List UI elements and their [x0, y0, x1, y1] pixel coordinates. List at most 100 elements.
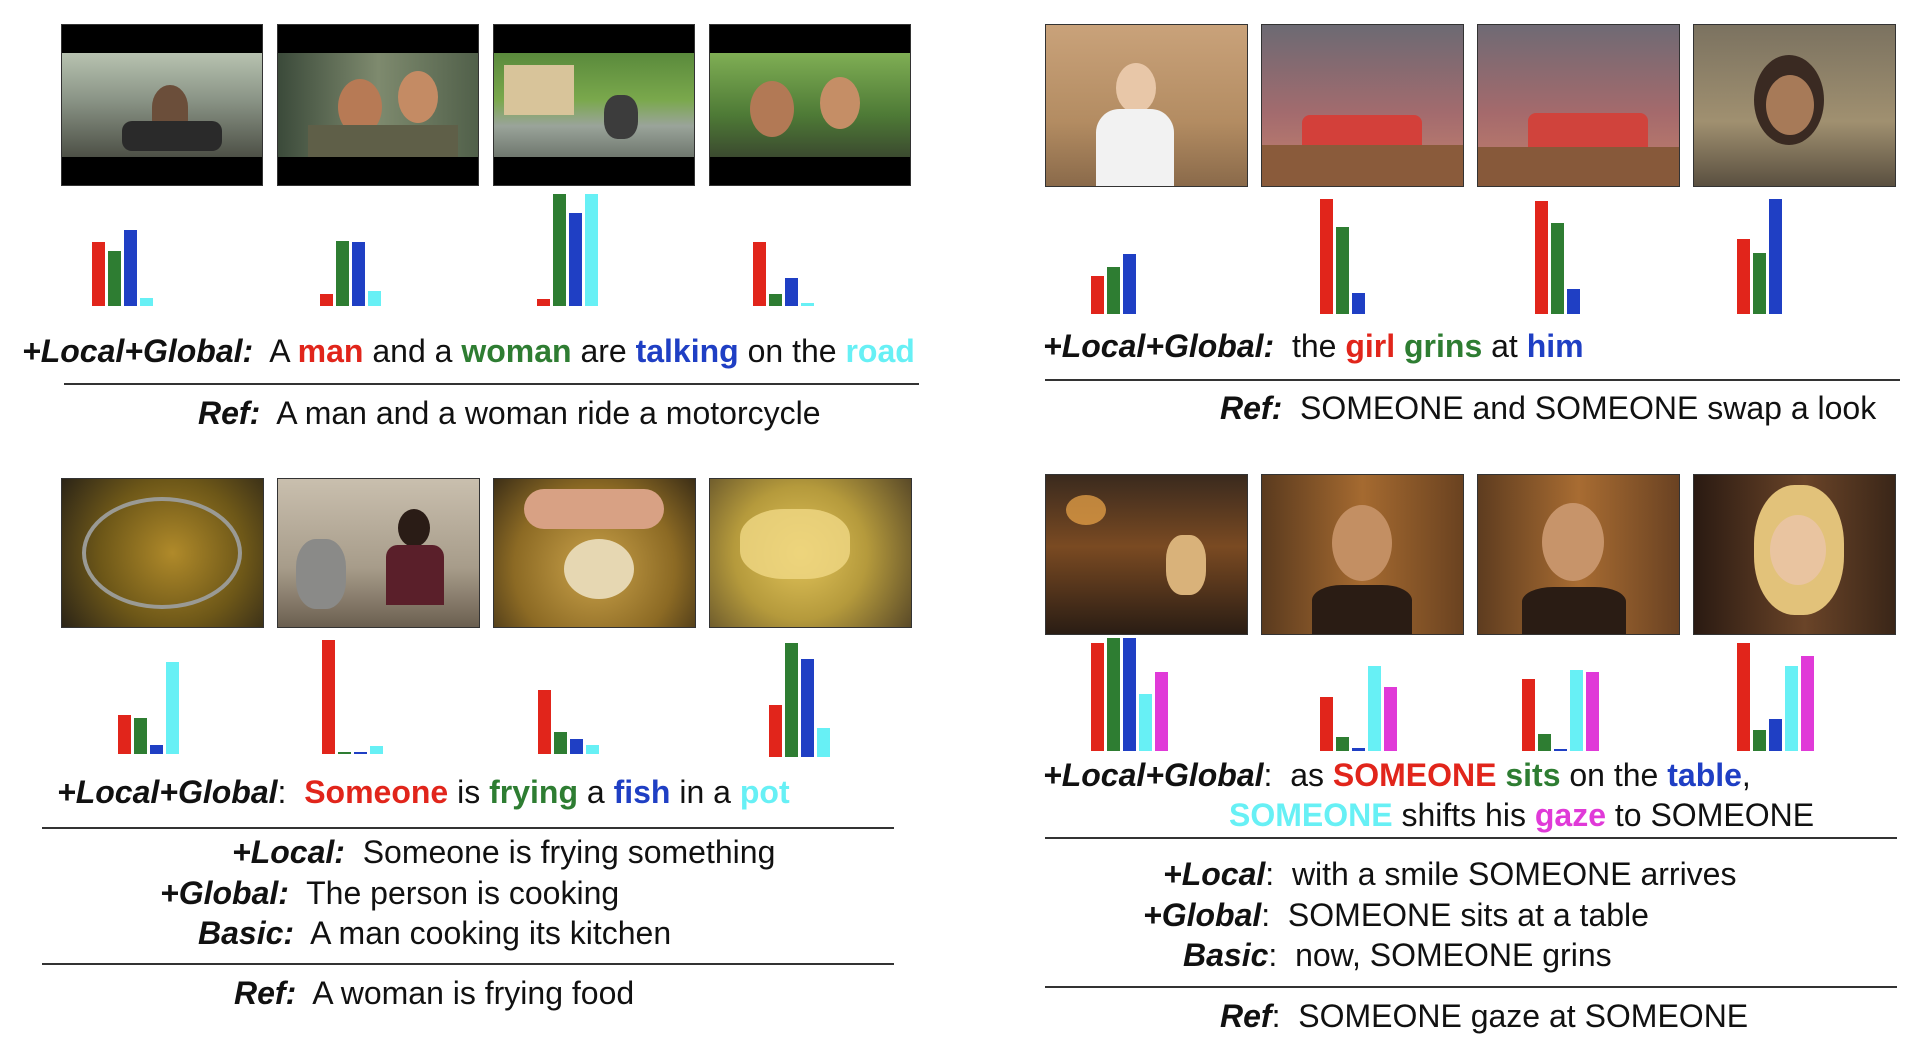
ref-label: Ref:: [234, 975, 297, 1011]
video-frame: [61, 478, 264, 628]
attention-bar-green: [108, 251, 121, 306]
attention-bar-green: [769, 294, 782, 306]
caption-segment: table: [1667, 757, 1742, 793]
divider: [1045, 986, 1897, 988]
attention-bar-red: [118, 715, 131, 754]
attention-bar-green: [1753, 730, 1766, 751]
attention-bar-blue: [801, 659, 814, 757]
caption-label: Basic:: [198, 915, 295, 951]
video-frame: [709, 478, 912, 628]
reference-caption: Ref: A woman is frying food: [234, 975, 634, 1012]
caption-label: +Global: [1143, 897, 1262, 933]
caption-segment: road: [845, 333, 915, 369]
caption-segment: SOMEONE: [1229, 797, 1393, 833]
attention-bar-chart: [1737, 199, 1807, 314]
attention-bar-chart: [1522, 638, 1617, 751]
attention-bar-red: [1320, 697, 1333, 751]
video-frame: [1693, 24, 1896, 187]
attention-bar-chart: [538, 640, 618, 754]
caption-segment: in a: [670, 774, 740, 810]
attention-bar-chart: [1737, 638, 1832, 751]
caption-text: Someone is frying something: [362, 834, 776, 870]
attention-bar-green: [553, 194, 566, 306]
ref-label: Ref:: [198, 395, 261, 431]
video-frame: [1477, 24, 1680, 187]
attention-bar-blue: [569, 213, 582, 306]
video-frame: [1261, 24, 1464, 187]
attention-bar-blue: [1123, 638, 1136, 751]
attention-bar-blue: [1352, 748, 1365, 751]
attention-bar-cyan: [801, 303, 814, 306]
attention-bar-green: [1107, 267, 1120, 314]
attention-bar-blue: [354, 752, 367, 754]
reference-caption: Ref: SOMEONE and SOMEONE swap a look: [1220, 390, 1876, 427]
attention-bar-red: [1535, 201, 1548, 314]
attention-bar-blue: [1352, 293, 1365, 314]
divider: [42, 963, 894, 965]
attention-bar-cyan: [166, 662, 179, 754]
caption-segment: A: [269, 333, 298, 369]
attention-bar-red: [1737, 239, 1750, 314]
caption-label-colon: :: [1263, 757, 1273, 793]
video-frame: [493, 478, 696, 628]
caption-basic: Basic: now, SOMEONE grins: [1183, 937, 1612, 973]
caption-local: +Local: Someone is frying something: [232, 834, 775, 871]
divider: [42, 827, 894, 829]
attention-bar-chart: [322, 640, 402, 754]
attention-bar-blue: [1769, 719, 1782, 751]
video-frame: [1045, 24, 1248, 187]
caption-local-global: +Local+Global: A man and a woman are tal…: [22, 333, 915, 370]
attention-bar-blue: [150, 745, 163, 754]
reference-caption: Ref: A man and a woman ride a motorcycle: [198, 395, 821, 432]
caption-segment: sits: [1505, 757, 1561, 793]
caption-basic: Basic: A man cooking its kitchen: [198, 915, 671, 952]
attention-bar-cyan: [370, 746, 383, 754]
attention-bar-red: [753, 242, 766, 306]
attention-bar-chart: [1091, 199, 1161, 314]
caption-label: +Global:: [160, 875, 289, 911]
caption-segment: pot: [739, 774, 790, 810]
attention-bar-blue: [1567, 289, 1580, 314]
attention-bar-chart: [118, 652, 198, 754]
caption-local: +Local: with a smile SOMEONE arrives: [1163, 856, 1737, 892]
attention-bar-green: [1551, 223, 1564, 314]
attention-bar-chart: [769, 643, 849, 757]
caption-label: Basic: [1183, 937, 1269, 973]
attention-bar-green: [1336, 227, 1349, 314]
attention-bar-blue: [570, 739, 583, 754]
attention-bar-red: [1737, 643, 1750, 751]
attention-bar-chart: [320, 212, 400, 306]
attention-bar-cyan: [585, 194, 598, 306]
attention-bar-red: [322, 640, 335, 754]
caption-global: +Global: The person is cooking: [160, 875, 619, 912]
caption-segment: him: [1526, 328, 1584, 364]
video-frame: [277, 24, 479, 186]
ref-text: SOMEONE gaze at SOMEONE: [1298, 998, 1749, 1034]
attention-bar-cyan: [817, 728, 830, 757]
caption-label: +Local+Global:: [22, 333, 254, 369]
caption-segment: Someone: [304, 774, 449, 810]
caption-segment: on the: [738, 333, 846, 369]
attention-bar-cyan: [1139, 694, 1152, 751]
attention-bar-green: [785, 643, 798, 757]
video-frame: [1045, 474, 1248, 635]
divider: [1045, 837, 1897, 839]
caption-label-colon: :: [277, 774, 287, 810]
caption-segment: girl: [1345, 328, 1396, 364]
video-frame: [61, 24, 263, 186]
attention-bar-blue: [1123, 254, 1136, 314]
ref-label: Ref:: [1220, 390, 1283, 426]
attention-bar-green: [134, 718, 147, 754]
video-frame: [493, 24, 695, 186]
attention-bar-red: [92, 242, 105, 306]
caption-segment: is: [448, 774, 490, 810]
attention-bar-cyan: [368, 291, 381, 306]
attention-bar-red: [320, 294, 333, 306]
ref-label: Ref: [1220, 998, 1272, 1034]
attention-bar-red: [1091, 643, 1104, 751]
caption-segment: a: [578, 774, 614, 810]
caption-segment: [1496, 757, 1505, 793]
attention-bar-magenta: [1586, 672, 1599, 751]
caption-segment: as: [1290, 757, 1333, 793]
attention-bar-red: [538, 690, 551, 754]
